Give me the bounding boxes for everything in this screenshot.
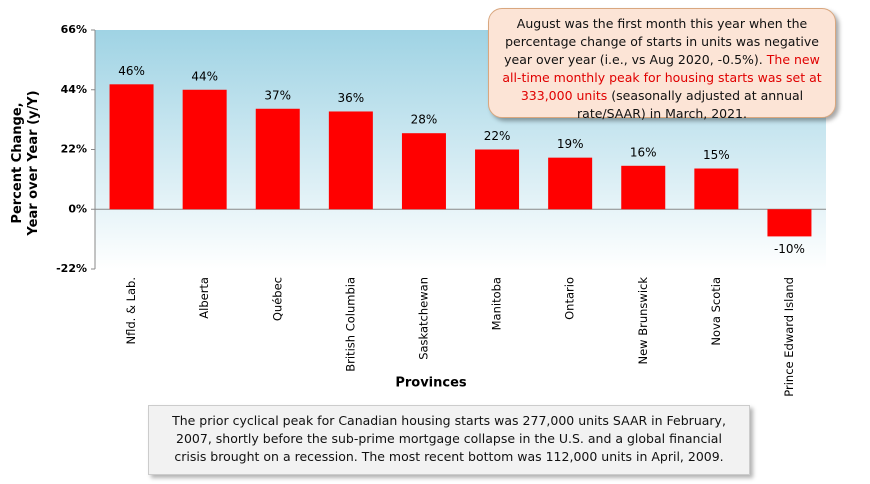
bar [548,157,593,210]
bar [401,133,446,210]
data-label: 46% [118,64,145,78]
x-axis-title: Provinces [395,376,467,391]
data-label: 15% [703,148,730,162]
y-axis-title-line: Year over Year (y/Y) [26,90,41,236]
x-tick-label: Manitoba [490,277,504,330]
x-tick-label: Alberta [197,277,211,319]
x-tick-label: New Brunswick [636,277,650,365]
x-tick-label: Nova Scotia [709,277,723,346]
bar [475,149,520,210]
y-tick-label: 0% [68,202,87,215]
bar [109,84,154,210]
x-tick-label: Nfld. & Lab. [124,277,138,345]
footnote: The prior cyclical peak for Canadian hou… [148,405,750,475]
x-tick-label: Québec [270,277,284,321]
bar [767,209,812,237]
y-tick-label: 44% [61,83,87,96]
y-axis-title: Percent Change,Year over Year (y/Y) [10,90,41,236]
y-axis-title-line: Percent Change, [10,102,25,223]
data-label: 19% [557,137,584,151]
annotation: August was the first month this year whe… [488,8,836,121]
bar [694,168,739,210]
x-tick-label: Saskatchewan [416,277,430,360]
bar [182,89,227,210]
data-label: 28% [411,113,438,127]
bar [255,108,300,210]
annotation-text: (seasonally adjusted at annual rate/SAAR… [577,88,804,121]
data-label: 36% [338,91,365,105]
x-tick-label: British Columbia [343,277,357,372]
data-label: -10% [774,242,805,256]
annotation-text: August was the first month this year whe… [504,16,819,67]
bar [328,111,373,210]
data-label: 44% [191,69,218,83]
y-tick-label: 66% [61,23,87,36]
x-tick-label: Prince Edward Island [782,277,796,397]
data-label: 16% [630,145,657,159]
data-label: 37% [264,88,291,102]
data-label: 22% [484,129,511,143]
annotation-highlight: The new all-time monthly peak for housin… [502,52,822,103]
y-tick-label: -22% [56,262,87,275]
bar [621,165,666,210]
x-tick-label: Ontario [563,277,577,320]
y-tick-label: 22% [61,143,87,156]
